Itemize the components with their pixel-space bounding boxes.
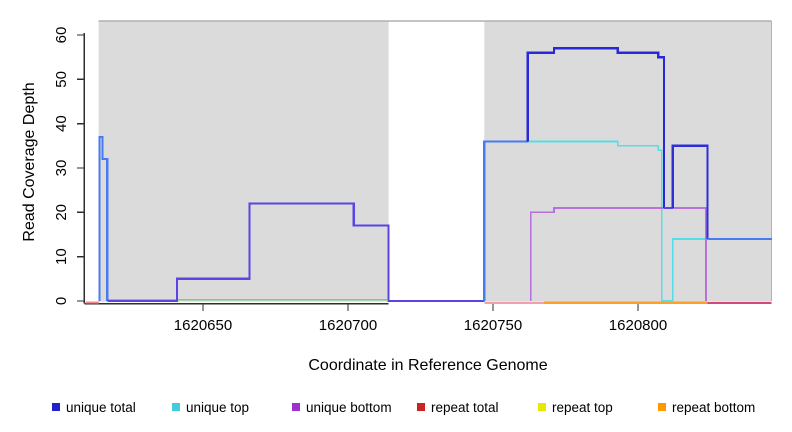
unique-total-rise36: [483, 140, 528, 301]
legend-item-repeat-top: repeat top: [538, 398, 613, 416]
unique-total-plateau: [526, 47, 666, 208]
y-axis-title: Read Coverage Depth: [21, 82, 38, 242]
y-tick-label: 50: [53, 71, 70, 88]
legend-label: repeat total: [431, 399, 499, 415]
legend: unique total unique top unique bottom repea…: [0, 398, 792, 422]
legend-item-unique-top: unique top: [172, 398, 249, 416]
legend-item-repeat-total: repeat total: [417, 398, 499, 416]
legend-label: repeat top: [552, 399, 613, 415]
legend-swatch-icon: [658, 403, 666, 411]
legend-swatch-icon: [292, 403, 300, 411]
unique-top-line: [527, 140, 708, 302]
unique-total-left: [107, 202, 485, 303]
y-tick-label: 20: [53, 204, 70, 221]
legend-label: unique top: [186, 399, 250, 415]
y-tick-label: 0: [53, 297, 70, 305]
unique-total-35: [671, 144, 709, 239]
y-tick-label: 10: [53, 248, 70, 265]
legend-item-unique-bottom: unique bottom: [292, 398, 392, 416]
shaded-region-0: [98, 21, 389, 302]
x-tick-label: 1620650: [174, 317, 232, 334]
legend-label: repeat bottom: [672, 399, 756, 415]
x-axis-title: Coordinate in Reference Genome: [308, 357, 548, 374]
legend-label: unique total: [66, 399, 136, 415]
legend-swatch-icon: [172, 403, 180, 411]
y-tick-label: 40: [53, 115, 70, 132]
legend-item-repeat-bottom: repeat bottom: [658, 398, 755, 416]
legend-swatch-icon: [52, 403, 60, 411]
shaded-region-1: [484, 21, 772, 302]
legend-label: unique bottom: [306, 399, 392, 415]
legend-swatch-icon: [417, 403, 425, 411]
legend-item-unique-total: unique total: [52, 398, 136, 416]
y-tick-label: 30: [53, 160, 70, 177]
x-tick-label: 1620750: [464, 317, 522, 334]
unique-bottom-line: [529, 206, 707, 301]
y-tick-label: 60: [53, 27, 70, 44]
x-tick-label: 1620700: [319, 317, 377, 334]
legend-swatch-icon: [538, 403, 546, 411]
x-tick-label: 1620800: [609, 317, 667, 334]
unique-total-spike: [98, 135, 109, 301]
